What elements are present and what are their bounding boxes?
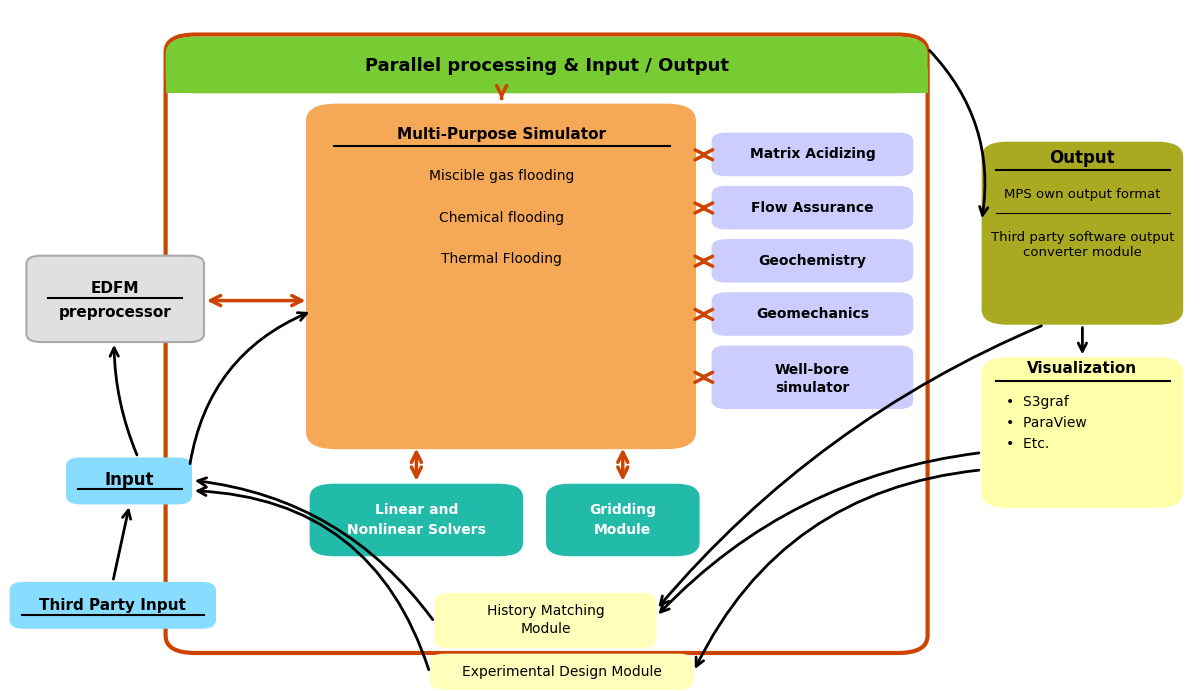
Text: Linear and: Linear and xyxy=(374,503,458,517)
FancyBboxPatch shape xyxy=(546,484,700,556)
Text: History Matching: History Matching xyxy=(487,604,605,618)
Text: simulator: simulator xyxy=(775,381,850,395)
Text: Output: Output xyxy=(1050,149,1115,167)
FancyBboxPatch shape xyxy=(712,239,913,283)
Text: Gridding: Gridding xyxy=(589,503,656,517)
Text: Geomechanics: Geomechanics xyxy=(756,307,869,321)
Text: Well-bore: Well-bore xyxy=(775,363,850,377)
Text: Multi-Purpose Simulator: Multi-Purpose Simulator xyxy=(397,127,606,142)
Text: Miscible gas flooding: Miscible gas flooding xyxy=(428,169,575,183)
Text: Parallel processing & Input / Output: Parallel processing & Input / Output xyxy=(365,57,730,75)
Text: Flow Assurance: Flow Assurance xyxy=(751,200,874,215)
FancyBboxPatch shape xyxy=(166,35,928,653)
FancyBboxPatch shape xyxy=(10,582,216,629)
FancyBboxPatch shape xyxy=(712,133,913,176)
FancyBboxPatch shape xyxy=(430,654,694,690)
Text: Input: Input xyxy=(104,471,155,489)
Text: •  Etc.: • Etc. xyxy=(1006,437,1049,451)
Text: Experimental Design Module: Experimental Design Module xyxy=(462,665,661,679)
Text: Module: Module xyxy=(594,523,652,537)
Text: Chemical flooding: Chemical flooding xyxy=(439,211,564,225)
Text: Visualization: Visualization xyxy=(1027,361,1138,377)
Text: EDFM: EDFM xyxy=(91,281,139,296)
FancyBboxPatch shape xyxy=(434,593,656,648)
Text: Third party software output
converter module: Third party software output converter mo… xyxy=(991,231,1174,259)
FancyBboxPatch shape xyxy=(712,186,913,229)
Text: MPS own output format: MPS own output format xyxy=(1004,189,1160,201)
Text: •  ParaView: • ParaView xyxy=(1006,416,1086,430)
FancyBboxPatch shape xyxy=(66,457,192,504)
FancyBboxPatch shape xyxy=(26,256,204,342)
Text: Thermal Flooding: Thermal Flooding xyxy=(442,252,562,266)
Text: Geochemistry: Geochemistry xyxy=(758,254,866,268)
Text: •  S3graf: • S3graf xyxy=(1006,395,1068,409)
FancyBboxPatch shape xyxy=(712,346,913,409)
FancyBboxPatch shape xyxy=(166,37,928,93)
Text: preprocessor: preprocessor xyxy=(59,305,172,320)
Text: Third Party Input: Third Party Input xyxy=(40,598,186,613)
Text: Nonlinear Solvers: Nonlinear Solvers xyxy=(347,523,486,537)
FancyBboxPatch shape xyxy=(982,357,1183,508)
FancyBboxPatch shape xyxy=(306,104,696,449)
FancyBboxPatch shape xyxy=(310,484,523,556)
FancyBboxPatch shape xyxy=(982,142,1183,325)
Bar xyxy=(166,69,928,93)
Text: Matrix Acidizing: Matrix Acidizing xyxy=(750,147,875,162)
Text: Module: Module xyxy=(521,622,571,636)
FancyBboxPatch shape xyxy=(712,292,913,336)
